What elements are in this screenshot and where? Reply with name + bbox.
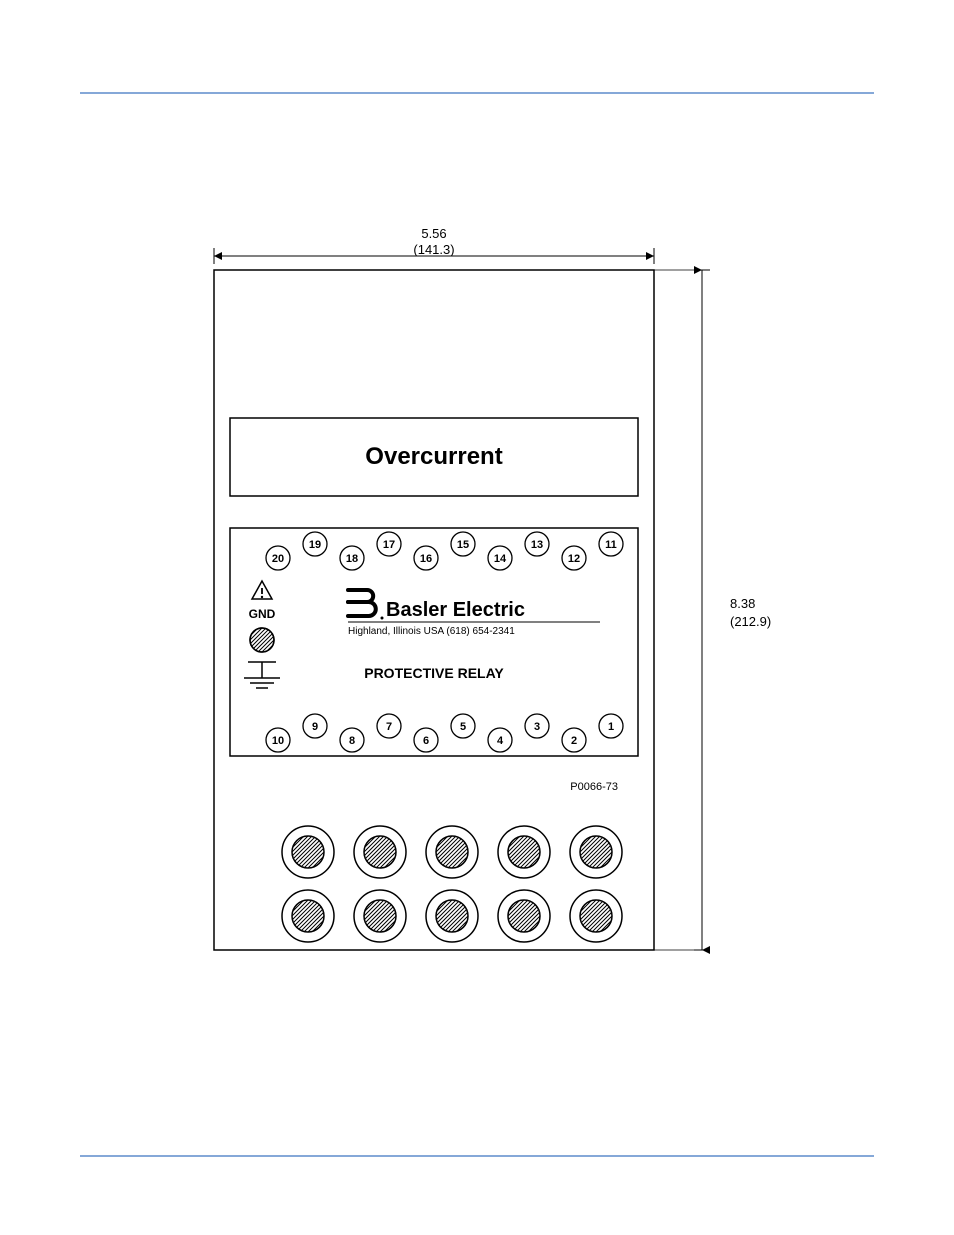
terminal-12: 12 <box>562 546 586 570</box>
svg-text:20: 20 <box>272 553 284 565</box>
screw <box>548 826 644 878</box>
terminal-20: 20 <box>266 546 290 570</box>
screw <box>476 826 572 878</box>
screw <box>476 890 572 942</box>
svg-text:2: 2 <box>571 735 577 747</box>
terminal-8: 8 <box>340 728 364 752</box>
brand-sub-text: Highland, Illinois USA (618) 654-2341 <box>348 626 515 637</box>
part-number: P0066-73 <box>570 781 618 793</box>
terminal-3: 3 <box>525 714 549 738</box>
terminal-17: 17 <box>377 532 401 556</box>
terminal-7: 7 <box>377 714 401 738</box>
terminal-1: 1 <box>599 714 623 738</box>
screw <box>332 826 428 878</box>
svg-text:12: 12 <box>568 553 580 565</box>
title-text: Overcurrent <box>365 443 502 470</box>
terminal-10: 10 <box>266 728 290 752</box>
terminal-5: 5 <box>451 714 475 738</box>
svg-text:19: 19 <box>309 539 321 551</box>
page: 5.56(141.3)8.38(212.9)Overcurrent2019181… <box>0 0 954 1235</box>
diagram: 5.56(141.3)8.38(212.9)Overcurrent2019181… <box>180 220 774 960</box>
bottom-rule <box>80 1155 874 1157</box>
terminal-9: 9 <box>303 714 327 738</box>
terminal-15: 15 <box>451 532 475 556</box>
svg-text:10: 10 <box>272 735 284 747</box>
diagram-svg: 5.56(141.3)8.38(212.9)Overcurrent2019181… <box>180 220 774 960</box>
svg-text:8: 8 <box>349 735 355 747</box>
svg-text:7: 7 <box>386 721 392 733</box>
terminal-11: 11 <box>599 532 623 556</box>
gnd-label: GND <box>249 607 276 621</box>
relay-text: PROTECTIVE RELAY <box>364 665 504 681</box>
brand-logo <box>348 590 384 620</box>
width-in-label: 5.56 <box>421 226 446 241</box>
terminal-19: 19 <box>303 532 327 556</box>
screw <box>226 628 298 652</box>
svg-text:4: 4 <box>497 735 504 747</box>
svg-text:13: 13 <box>531 539 543 551</box>
svg-text:9: 9 <box>312 721 318 733</box>
height-mm-label: (212.9) <box>730 614 771 629</box>
brand-text: Basler Electric <box>386 599 525 621</box>
top-rule <box>80 92 874 94</box>
terminal-4: 4 <box>488 728 512 752</box>
screw <box>332 890 428 942</box>
screw <box>404 826 500 878</box>
terminal-14: 14 <box>488 546 512 570</box>
height-in-label: 8.38 <box>730 596 755 611</box>
svg-text:15: 15 <box>457 539 469 551</box>
svg-text:17: 17 <box>383 539 395 551</box>
screw <box>260 826 356 878</box>
terminal-18: 18 <box>340 546 364 570</box>
svg-text:6: 6 <box>423 735 429 747</box>
svg-text:11: 11 <box>605 539 617 551</box>
svg-text:5: 5 <box>460 721 466 733</box>
screw <box>404 890 500 942</box>
terminal-16: 16 <box>414 546 438 570</box>
svg-text:3: 3 <box>534 721 540 733</box>
svg-text:18: 18 <box>346 553 358 565</box>
terminal-6: 6 <box>414 728 438 752</box>
width-mm-label: (141.3) <box>413 242 454 257</box>
terminal-2: 2 <box>562 728 586 752</box>
svg-text:14: 14 <box>494 553 507 565</box>
screw <box>260 890 356 942</box>
svg-text:16: 16 <box>420 553 432 565</box>
screw <box>548 890 644 942</box>
terminal-13: 13 <box>525 532 549 556</box>
svg-text:1: 1 <box>608 721 614 733</box>
